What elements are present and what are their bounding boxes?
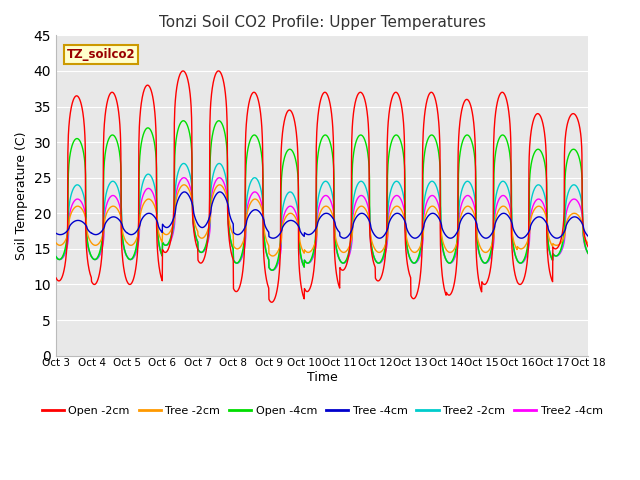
X-axis label: Time: Time	[307, 371, 337, 384]
Y-axis label: Soil Temperature (C): Soil Temperature (C)	[15, 131, 28, 260]
Legend: Open -2cm, Tree -2cm, Open -4cm, Tree -4cm, Tree2 -2cm, Tree2 -4cm: Open -2cm, Tree -2cm, Open -4cm, Tree -4…	[37, 402, 607, 420]
Title: Tonzi Soil CO2 Profile: Upper Temperatures: Tonzi Soil CO2 Profile: Upper Temperatur…	[159, 15, 486, 30]
Text: TZ_soilco2: TZ_soilco2	[67, 48, 135, 61]
